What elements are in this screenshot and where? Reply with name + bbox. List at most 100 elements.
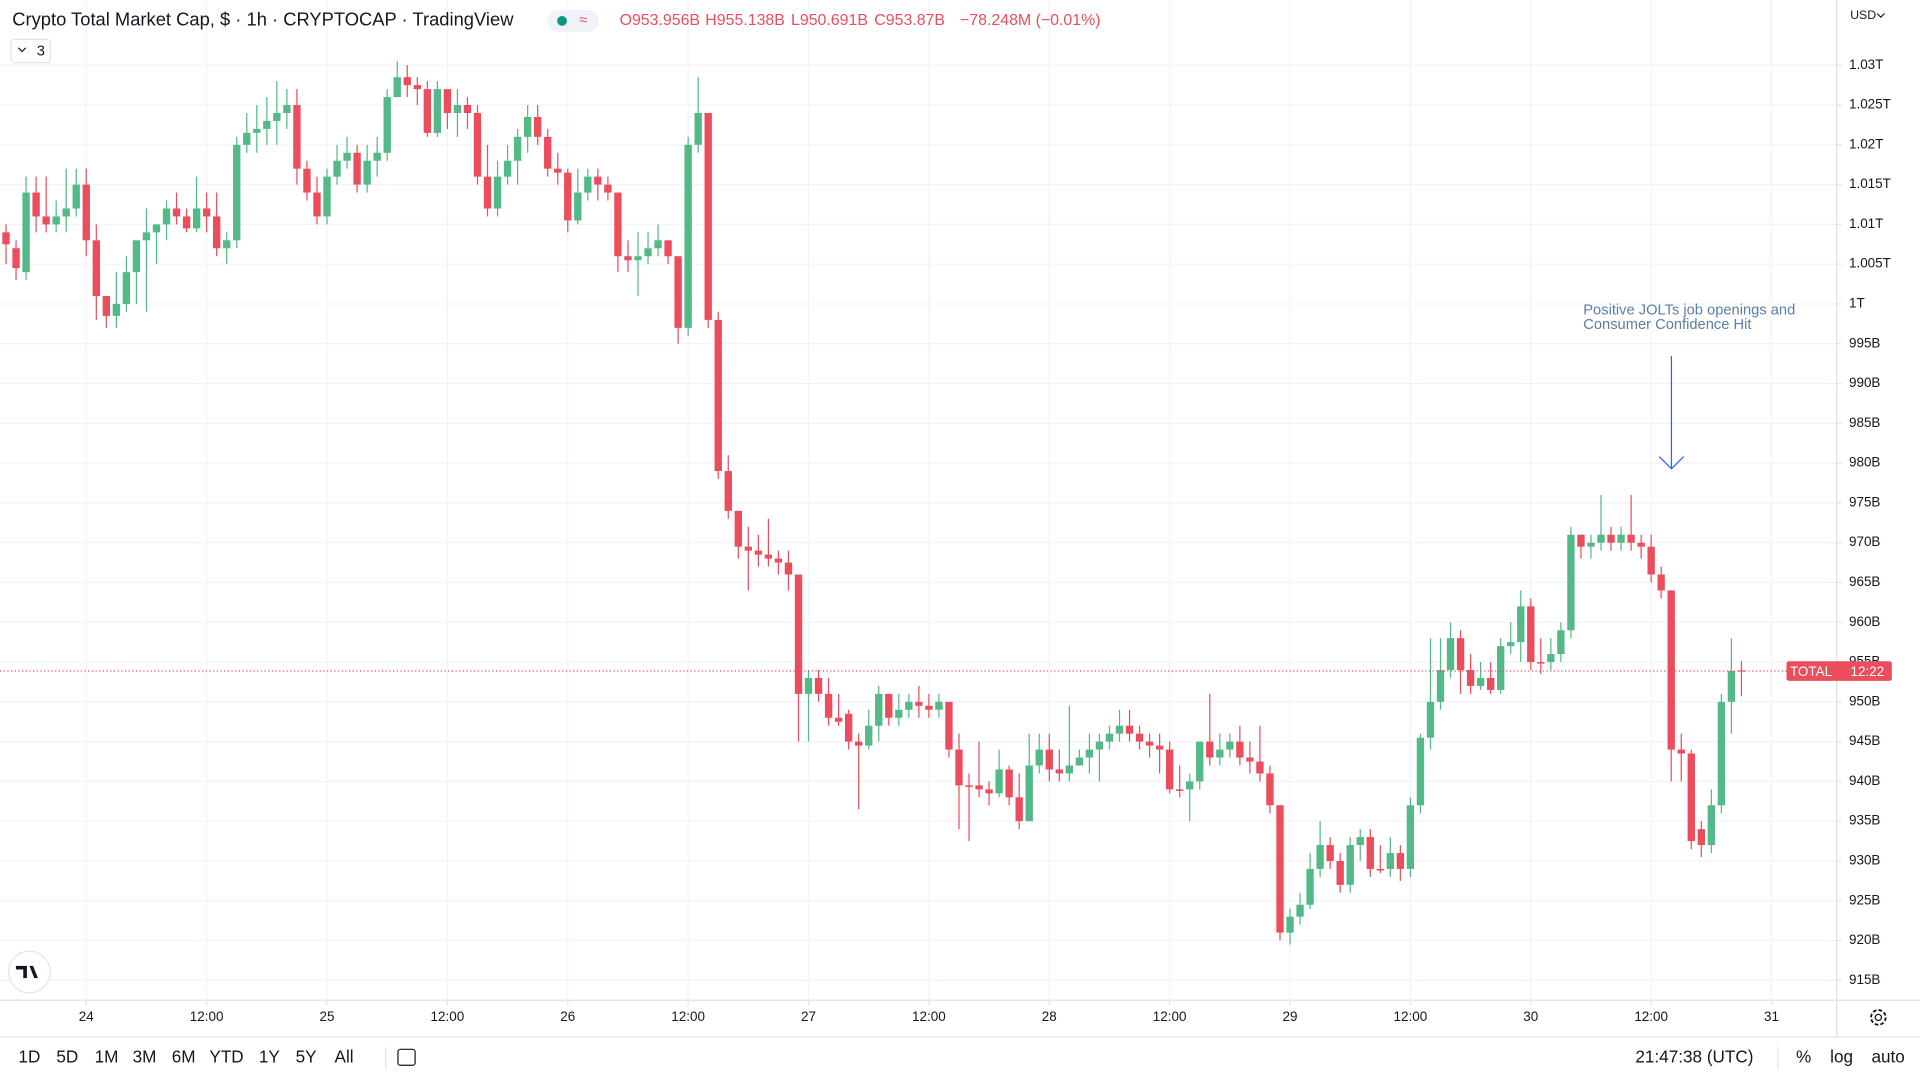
candle-body	[1155, 745, 1164, 750]
candle-body	[92, 240, 100, 297]
indicator-count: 3	[37, 43, 45, 59]
candle-body	[1386, 853, 1395, 869]
candle-body	[1717, 701, 1726, 806]
candle-body	[453, 105, 462, 113]
y-tick-label: 1.02T	[1849, 136, 1883, 151]
x-tick-label: 12:00	[1153, 1009, 1187, 1024]
candle-body	[784, 562, 793, 575]
range-button[interactable]: 5D	[56, 1046, 78, 1066]
indicator-toggle[interactable]	[10, 38, 51, 64]
candle-body	[1667, 590, 1675, 750]
candle-body	[313, 192, 321, 217]
last-price-tag	[1786, 661, 1892, 681]
range-button[interactable]: 1Y	[259, 1046, 281, 1066]
candle-body	[1416, 737, 1425, 806]
candle-body	[1085, 749, 1094, 758]
candle-body	[243, 132, 251, 145]
candle-body	[1045, 749, 1053, 770]
y-tick-label: 915B	[1849, 972, 1880, 987]
candle-body	[684, 144, 692, 328]
logo	[7, 950, 51, 994]
candle-body	[82, 184, 90, 241]
candle-body	[393, 77, 401, 98]
y-tick-label: 1.03T	[1849, 57, 1883, 72]
candle-body	[72, 184, 80, 209]
candle-body	[644, 248, 652, 257]
candle-body	[1326, 845, 1334, 861]
y-tick-label: 945B	[1849, 733, 1880, 748]
y-tick-label: 980B	[1849, 455, 1880, 470]
candle-body	[52, 216, 60, 225]
range-button[interactable]: YTD	[209, 1046, 243, 1066]
candle-body	[554, 168, 562, 173]
candle-body	[905, 701, 913, 710]
candle-body	[1266, 773, 1274, 806]
candle-body	[1306, 868, 1314, 905]
candle-body	[152, 224, 161, 233]
candle-body	[1607, 534, 1615, 543]
candle-body	[794, 574, 803, 694]
candle-body	[32, 192, 40, 217]
y-tick-label: 1T	[1849, 296, 1865, 311]
y-tick-label: 995B	[1849, 335, 1880, 350]
candle-body	[945, 701, 953, 750]
ohlc-close: C953.87B	[874, 12, 945, 29]
candle-body	[333, 160, 341, 177]
candle-body	[895, 709, 903, 718]
candle-body	[824, 693, 833, 718]
scale-option[interactable]: %	[1796, 1046, 1811, 1066]
y-tick-label: 950B	[1849, 693, 1880, 708]
candle-body	[544, 136, 552, 169]
scale-option[interactable]: auto	[1871, 1046, 1904, 1066]
candle-body	[323, 176, 331, 217]
range-button[interactable]: 6M	[172, 1046, 196, 1066]
x-tick-label: 12:00	[671, 1009, 705, 1024]
candle-body	[634, 256, 642, 261]
candle-body	[1296, 904, 1304, 917]
currency[interactable]: USD	[1850, 8, 1876, 22]
candle-body	[162, 208, 171, 225]
candle-body	[1476, 677, 1485, 686]
range-button[interactable]: 1D	[18, 1046, 40, 1066]
chevron	[1876, 13, 1885, 19]
scale-option[interactable]: log	[1830, 1046, 1853, 1066]
candle-body	[594, 176, 602, 185]
annotation-arrowhead	[1658, 456, 1685, 470]
candle-body	[624, 256, 632, 261]
range-button[interactable]: All	[335, 1046, 354, 1066]
candle-body	[102, 296, 111, 316]
candle-body	[1246, 757, 1254, 762]
candle-body	[62, 208, 70, 217]
candle-body	[1687, 753, 1695, 842]
y-tick-label: 960B	[1849, 614, 1880, 629]
candle-body	[142, 232, 151, 241]
candle-body	[353, 152, 361, 185]
candle-body	[1557, 630, 1565, 655]
range-button[interactable]: 5Y	[296, 1046, 318, 1066]
candle-body	[1396, 853, 1405, 869]
goto-date-icon[interactable]	[397, 1048, 416, 1066]
candle-body	[132, 240, 141, 273]
candle-body	[1095, 741, 1104, 750]
candle-body	[523, 116, 532, 137]
range-button[interactable]: 3M	[133, 1046, 157, 1066]
candle-body	[1145, 741, 1154, 746]
candle-body	[1727, 670, 1736, 702]
candle-body	[172, 208, 181, 217]
candle-body	[1015, 797, 1023, 822]
range-button[interactable]: 1M	[95, 1046, 119, 1066]
candle-body	[12, 248, 20, 269]
candle-body	[513, 136, 522, 161]
candle-body	[1105, 733, 1114, 742]
candle-body	[1527, 606, 1535, 663]
x-tick-label: 29	[1283, 1009, 1298, 1024]
ohlc-high: H955.138B	[705, 12, 785, 29]
candle-body	[1617, 534, 1625, 543]
settings-icon[interactable]	[1870, 1009, 1887, 1026]
x-tick-label: 30	[1523, 1009, 1538, 1024]
y-tick-label: 965B	[1849, 574, 1880, 589]
x-tick-label: 27	[801, 1009, 816, 1024]
candle-body	[814, 677, 823, 694]
